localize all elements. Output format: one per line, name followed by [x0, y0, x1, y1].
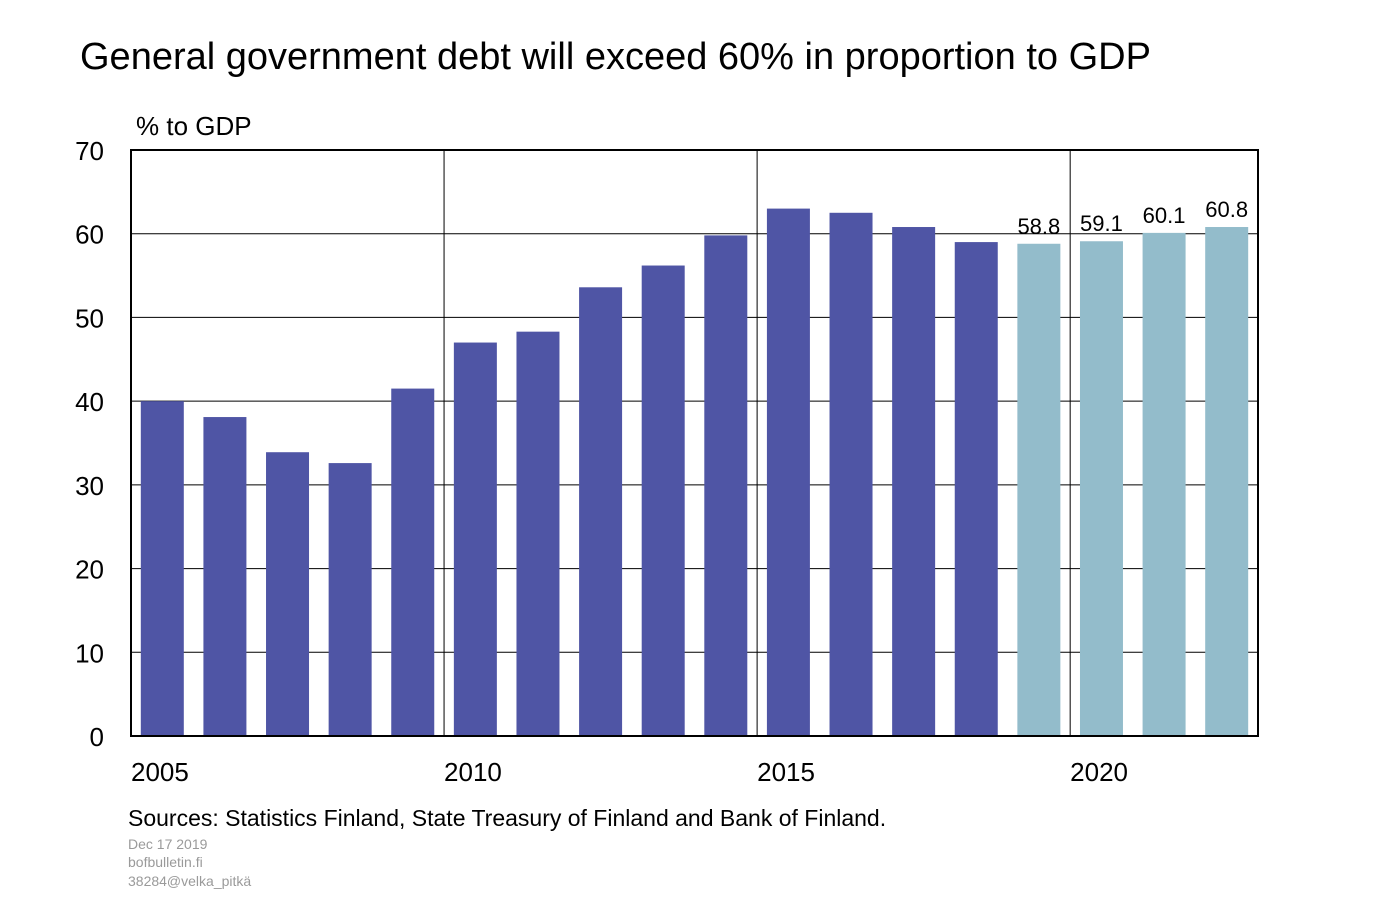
site-name: bofbulletin.fi: [128, 854, 203, 870]
bar-2017: [892, 227, 936, 736]
data-label-2019: 58.8: [1017, 214, 1060, 239]
data-label-2021: 60.1: [1143, 203, 1186, 228]
y-axis-label: % to GDP: [136, 111, 252, 141]
x-tick-label: 2015: [757, 757, 815, 787]
bar-2012: [579, 287, 623, 736]
bar-2009: [391, 388, 435, 736]
data-label-2020: 59.1: [1080, 211, 1123, 236]
bar-2016: [829, 212, 873, 737]
bar-2015: [766, 208, 810, 737]
bar-2007: [266, 452, 310, 736]
y-tick-label: 10: [75, 638, 104, 668]
bar-2006: [203, 417, 247, 736]
publish-date: Dec 17 2019: [128, 836, 208, 852]
bar-2022: [1205, 227, 1249, 736]
y-tick-label: 70: [75, 136, 104, 166]
bar-2021: [1142, 232, 1186, 736]
x-tick-label: 2020: [1070, 757, 1128, 787]
data-label-2022: 60.8: [1205, 197, 1248, 222]
y-tick-label: 40: [75, 387, 104, 417]
plot-frame: [130, 149, 1259, 737]
chart-title: General government debt will exceed 60% …: [80, 36, 1151, 78]
bar-2005: [140, 401, 184, 736]
chart-code: 38284@velka_pitkä: [128, 873, 252, 889]
bar-2010: [453, 342, 497, 736]
bar-2019: [1017, 243, 1061, 736]
y-tick-label: 0: [90, 722, 104, 752]
y-tick-label: 30: [75, 471, 104, 501]
bar-2014: [704, 235, 748, 737]
bar-2020: [1079, 241, 1123, 736]
y-tick-label: 20: [75, 555, 104, 585]
y-tick-label: 60: [75, 220, 104, 250]
sources-note: Sources: Statistics Finland, State Treas…: [128, 805, 887, 831]
bar-2013: [641, 265, 685, 736]
y-tick-label: 50: [75, 303, 104, 333]
x-tick-label: 2010: [444, 757, 502, 787]
bar-2018: [954, 242, 998, 737]
x-tick-label: 2005: [131, 757, 189, 787]
bar-2008: [328, 463, 372, 736]
bar-2011: [516, 331, 560, 736]
